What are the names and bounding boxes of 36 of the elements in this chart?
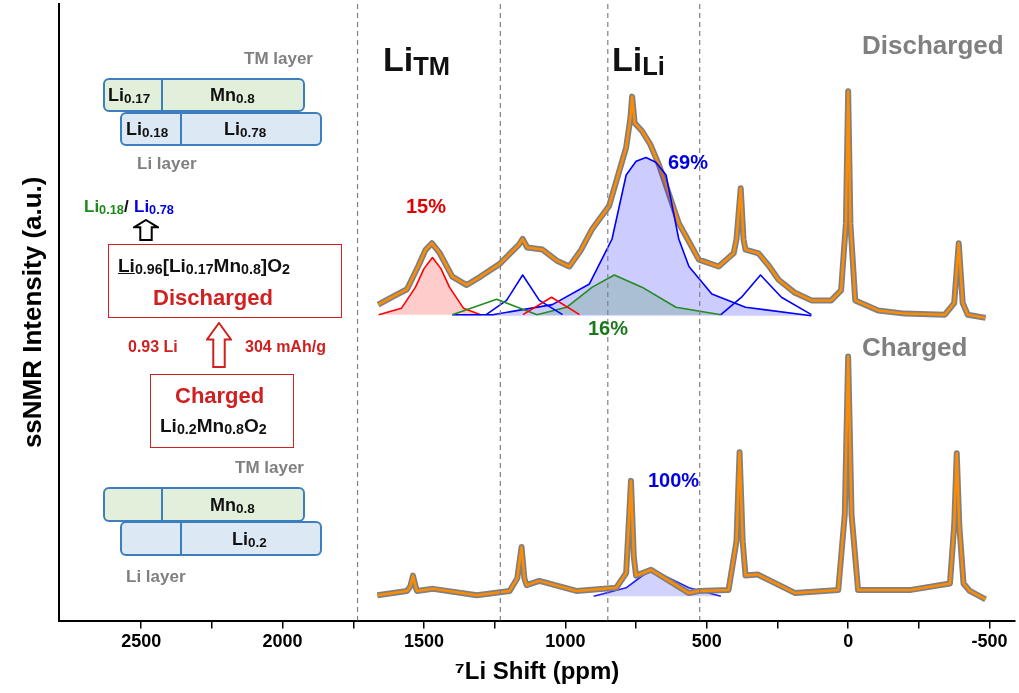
y-axis-title: ssNMR Intensity (a.u.) (16, 176, 47, 449)
annotation: Charged (175, 383, 265, 408)
text: Discharged (862, 30, 1004, 60)
annotation: Charged (862, 332, 968, 362)
x-tick-label: 0 (843, 631, 854, 652)
annotation: Li layer (126, 567, 186, 586)
annotation: Li$_{0.18}$ (84, 197, 124, 217)
annotation: Li$_{0.18}$ (126, 119, 169, 141)
annotation: Li$_{0.17}$ (108, 85, 151, 107)
annotation: 69% (668, 151, 709, 173)
annotation: 304 mAh/g (245, 338, 326, 355)
annotation: 16% (588, 317, 629, 339)
annotation: Li$_{0.78}$ (134, 197, 174, 217)
annotation: Discharged (153, 285, 273, 310)
x-tick-label: 1500 (403, 631, 445, 652)
annotation: Li layer (137, 154, 197, 173)
x-tick-label: 500 (691, 631, 722, 652)
annotation: Mn$_{0.8}$ (210, 85, 255, 107)
x-tick-label: -500 (971, 631, 1008, 652)
annotation: Mn$_{0.8}$ (210, 495, 255, 517)
x-tick-label: 2500 (121, 631, 162, 652)
annotation: Li$_{0.96}$[Li$_{0.17}$Mn$_{0.8}$]O$_{2}$ (118, 255, 290, 278)
annotation: TM layer (235, 458, 304, 477)
x-axis-title: ⁷Li Shift (ppm) (454, 657, 620, 685)
annotation: Li$_{0.78}$ (224, 119, 267, 141)
annotation: Li$_{0.2}$Mn$_{0.8}$O$_{2}$ (160, 415, 267, 438)
annotation: / (124, 197, 129, 216)
x-tick-label: 1000 (545, 631, 586, 652)
annotation: 15% (406, 195, 447, 217)
annotation: Li$_{0.2}$ (232, 529, 267, 551)
annotation: 100% (648, 469, 700, 491)
x-tick-label: 2000 (262, 631, 303, 652)
text: Li$_{TM}$ (383, 40, 451, 80)
annotation: 0.93 Li (128, 338, 178, 355)
text: Li$_{Li}$ (612, 40, 665, 80)
text: TM layer (244, 49, 313, 68)
